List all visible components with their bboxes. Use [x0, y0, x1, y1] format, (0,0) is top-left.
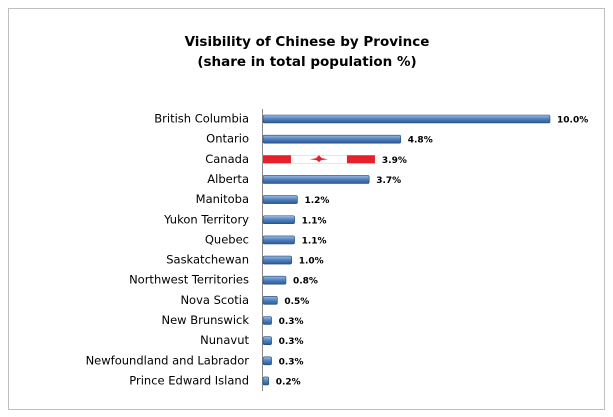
value-label: 0.5%	[284, 297, 309, 307]
y-tick-label: British Columbia	[154, 112, 249, 126]
bar	[262, 336, 272, 345]
value-label: 0.3%	[279, 357, 304, 367]
bar	[262, 175, 370, 184]
value-label: 0.2%	[276, 377, 301, 387]
y-tick-label: Ontario	[206, 132, 249, 146]
bar	[262, 134, 402, 144]
bar	[262, 356, 272, 366]
value-label: 1.1%	[302, 216, 327, 226]
value-label: 1.2%	[304, 196, 329, 206]
flag-red-left	[263, 155, 291, 164]
y-tick-label: Quebec	[205, 232, 249, 246]
value-label: 0.8%	[293, 277, 318, 287]
flag-red-right	[346, 155, 375, 164]
value-label: 0.3%	[279, 317, 304, 327]
chart-subtitle: (share in total population %)	[197, 54, 416, 70]
flag-leaf	[309, 155, 328, 163]
bar	[262, 275, 287, 285]
bar	[262, 114, 551, 124]
value-label: 1.0%	[299, 257, 324, 267]
bar	[262, 255, 293, 265]
bar	[262, 195, 298, 204]
y-tick-label: Manitoba	[196, 192, 249, 206]
y-tick-label: Northwest Territories	[129, 273, 249, 287]
y-tick-label: Saskatchewan	[166, 253, 249, 267]
y-tick-label: New Brunswick	[161, 313, 249, 327]
bar	[262, 235, 295, 245]
value-label: 1.1%	[302, 236, 327, 246]
value-label: 0.3%	[279, 337, 304, 347]
y-tick-label: Newfoundland and Labrador	[86, 353, 250, 367]
value-label: 10.0%	[557, 116, 588, 126]
bar	[262, 376, 270, 386]
y-tick-label: Nova Scotia	[180, 293, 249, 307]
value-label: 3.9%	[382, 156, 407, 166]
y-tick-label: Nunavut	[200, 333, 249, 347]
chart-frame	[8, 8, 605, 410]
y-tick-label: Alberta	[207, 172, 249, 186]
value-label: 4.8%	[408, 136, 433, 146]
y-tick-label: Yukon Territory	[163, 212, 249, 226]
y-tick-label: Canada	[205, 152, 249, 166]
bar	[262, 316, 272, 325]
bar	[262, 215, 295, 225]
y-tick-label: Prince Edward Island	[129, 373, 249, 387]
bar	[262, 155, 376, 164]
bar	[262, 296, 278, 305]
chart-title: Visibility of Chinese by Province	[185, 34, 430, 50]
value-label: 3.7%	[376, 176, 401, 186]
